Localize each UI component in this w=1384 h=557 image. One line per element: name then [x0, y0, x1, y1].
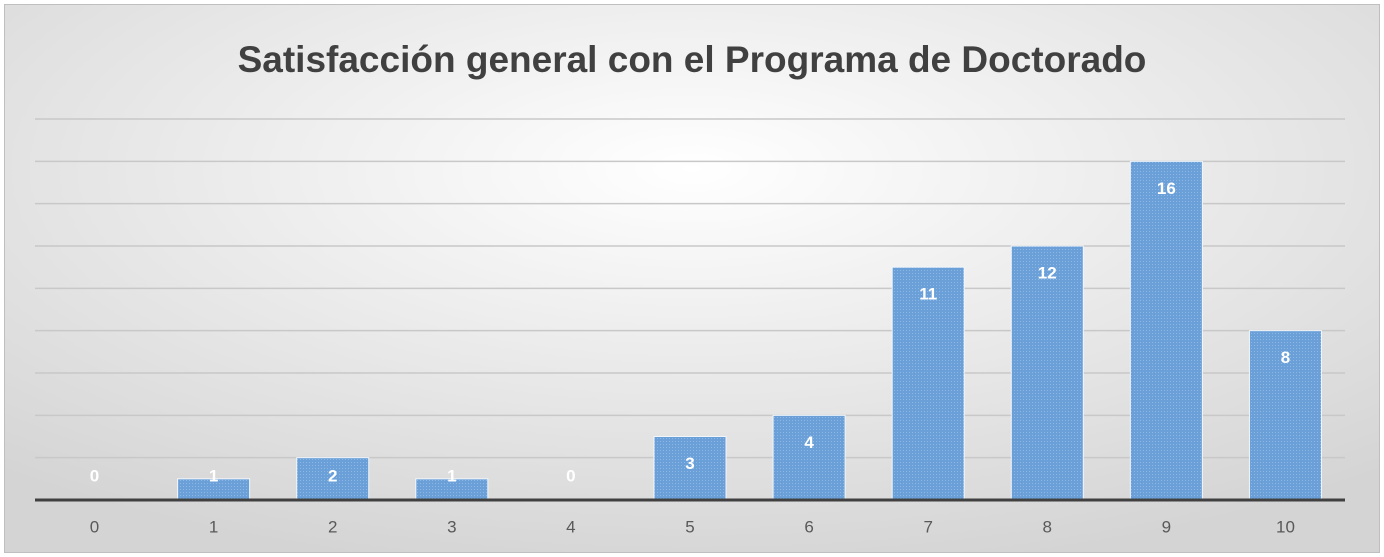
x-tick-label: 7	[923, 517, 932, 536]
x-tick-label: 5	[685, 517, 694, 536]
data-label: 4	[804, 433, 814, 452]
bar	[1129, 160, 1203, 501]
data-label: 12	[1038, 263, 1057, 282]
data-label: 0	[566, 466, 575, 485]
x-tick-label: 4	[566, 517, 575, 536]
data-label: 8	[1281, 348, 1290, 367]
bar	[1248, 330, 1322, 501]
data-label: 16	[1157, 179, 1176, 198]
x-tick-label: 6	[804, 517, 813, 536]
bar	[1010, 245, 1084, 501]
data-label: 1	[209, 466, 218, 485]
data-label: 3	[685, 454, 694, 473]
x-tick-label: 8	[1043, 517, 1052, 536]
data-label: 1	[447, 466, 456, 485]
bar	[772, 414, 846, 501]
x-tick-label: 10	[1276, 517, 1295, 536]
data-label: 11	[919, 285, 937, 304]
chart-title: Satisfacción general con el Programa de …	[238, 39, 1147, 80]
bar	[891, 266, 965, 501]
x-tick-label: 2	[328, 517, 337, 536]
data-label: 2	[328, 466, 337, 485]
data-label: 0	[90, 466, 99, 485]
x-tick-label: 3	[447, 517, 456, 536]
x-tick-label: 1	[209, 517, 218, 536]
x-tick-label: 0	[90, 517, 99, 536]
x-tick-label: 9	[1162, 517, 1171, 536]
